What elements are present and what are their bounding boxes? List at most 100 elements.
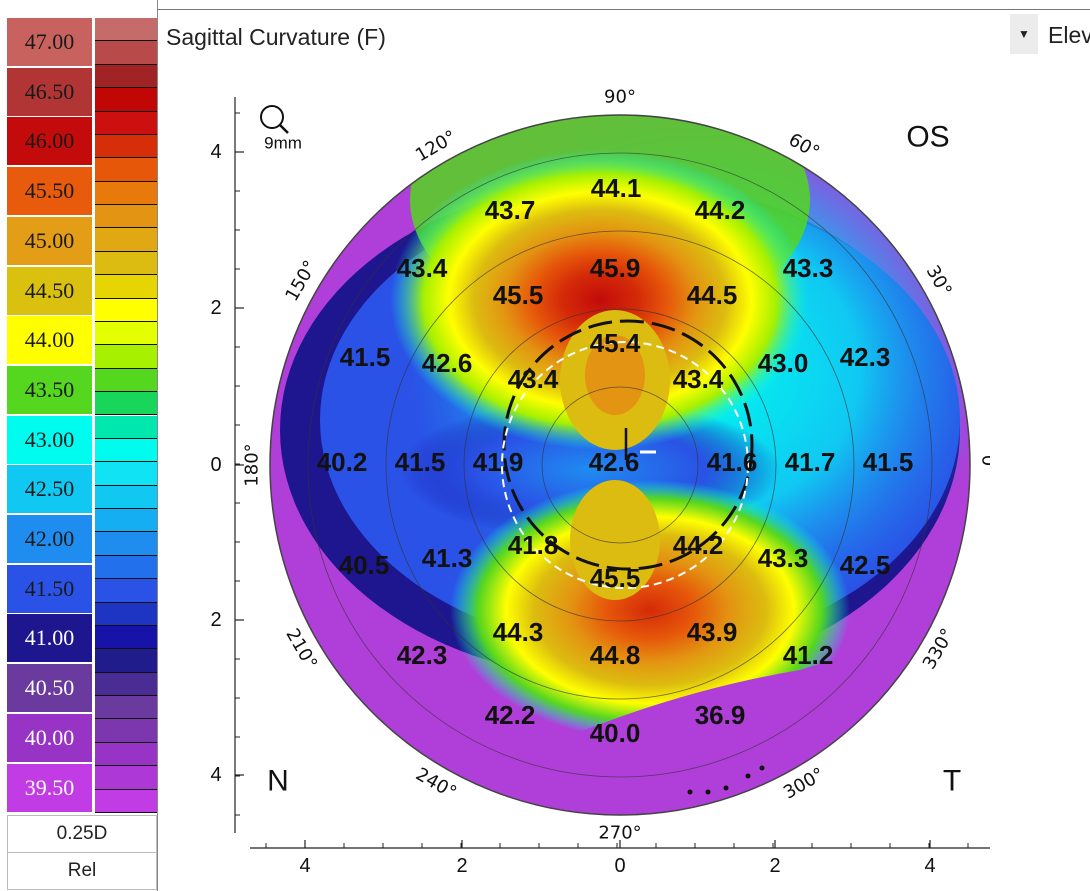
scale-swatch [95,111,157,135]
scale-swatch [95,228,157,252]
scale-swatch [95,64,157,89]
x-axis: 4 2 0 2 4 [250,840,990,877]
curvature-value: 43.4 [508,364,559,394]
scale-swatch [95,532,157,556]
scale-swatch [95,509,157,533]
curvature-value: 45.9 [590,253,641,283]
angle-label: 60° [785,129,823,163]
scale-label: 41.00 [7,614,93,664]
data-points [687,765,765,795]
angle-label: 270° [598,823,641,844]
y-axis-tick-label: 2 [210,297,221,319]
zoom-label: 9mm [264,134,302,153]
curvature-value: 42.2 [485,700,536,730]
curvature-value: 44.5 [687,280,738,310]
y-axis-tick-label: 0 [210,454,221,476]
map-outline [269,114,971,816]
scale-swatch [95,719,157,743]
curvature-value: 43.9 [687,617,738,647]
scale-step-box[interactable]: 0.25D [7,815,157,853]
color-scale: 47.00 46.50 46.00 45.50 45.00 44.50 44.00 43.50… [7,18,157,891]
angle-label: 0° [978,455,991,475]
angle-label: 90° [604,87,636,108]
curvature-value: 40.0 [590,718,641,748]
scale-swatch [95,625,157,650]
curvature-value: 40.5 [339,550,390,580]
scale-swatch [95,602,157,626]
scale-label: 40.50 [7,664,93,714]
curvature-value: 41.5 [863,447,914,477]
scale-label: 46.50 [7,67,93,117]
scale-mode-box[interactable]: Rel [7,852,157,890]
x-axis-tick-label: 2 [769,855,780,877]
scale-label: 46.00 [7,117,93,167]
angle-label: 30° [922,262,956,300]
curvature-value: 45.5 [493,280,544,310]
scale-swatch [95,181,157,206]
map-rings [307,152,933,778]
curvature-value: 44.2 [673,530,724,560]
y-axis: 4 2 0 2 4 [210,97,244,833]
x-axis-tick-label: 2 [456,855,467,877]
scale-label: 44.50 [7,266,93,316]
curvature-value: 43.3 [783,253,834,283]
scale-label: 40.00 [7,713,93,763]
scale-swatch [95,392,157,416]
scale-swatch [95,579,157,603]
scale-swatch [95,205,157,229]
scale-swatch [95,251,157,276]
scale-swatch [95,789,157,813]
map-type-dropdown[interactable]: ▼ Elevation [1010,14,1090,54]
curvature-value: 41.9 [473,447,524,477]
scale-label: 43.50 [7,365,93,415]
scale-label: 42.50 [7,465,93,515]
curvature-value: 44.8 [590,640,641,670]
scale-label: 39.50 [7,763,93,813]
scale-swatch [95,438,157,463]
scale-swatch [95,555,157,580]
y-axis-tick-label: 4 [210,764,221,786]
scale-swatch [95,462,157,486]
header-border [157,9,1090,10]
curvature-value: 41.5 [395,447,446,477]
scale-label: 42.00 [7,515,93,564]
scale-label: 41.50 [7,564,93,614]
reference-circle [501,341,749,589]
curvature-value: 42.3 [840,342,891,372]
scale-swatch [95,672,157,697]
curvature-value: 44.2 [695,195,746,225]
panel-divider [157,0,158,891]
map-color-field [270,115,970,815]
scale-swatch [95,742,157,767]
curvature-value: 41.8 [508,530,559,560]
chevron-down-icon[interactable]: ▼ [1010,14,1038,54]
curvature-value: 44.1 [591,173,642,203]
scale-swatch [95,415,157,439]
curvature-value: 41.7 [785,447,836,477]
scale-swatch [95,41,157,65]
angle-label: 180° [242,443,263,486]
curvature-value: 42.6 [589,447,640,477]
scale-swatch [95,88,157,112]
curvature-value: 41.6 [707,447,758,477]
curvature-value: 42.5 [840,550,891,580]
curvature-value: 43.3 [758,543,809,573]
curvature-value: 41.2 [783,640,834,670]
scale-swatch [95,485,157,510]
scale-swatch [95,321,157,346]
scale-label: 47.00 [7,18,93,67]
y-axis-tick-label: 2 [210,609,221,631]
curvature-value: 43.0 [758,348,809,378]
curvature-value: 45.4 [590,328,641,358]
dropdown-label: Elevation [1048,22,1090,48]
magnifier-icon[interactable] [260,105,289,134]
curvature-value: 42.3 [397,640,448,670]
x-axis-tick-label: 4 [299,855,310,877]
scale-swatch [95,18,157,42]
x-axis-tick-label: 0 [614,855,625,877]
y-axis-tick-label: 4 [210,141,221,163]
curvature-value: 44.3 [493,617,544,647]
curvature-value: 41.3 [422,543,473,573]
scale-swatch [95,649,157,673]
